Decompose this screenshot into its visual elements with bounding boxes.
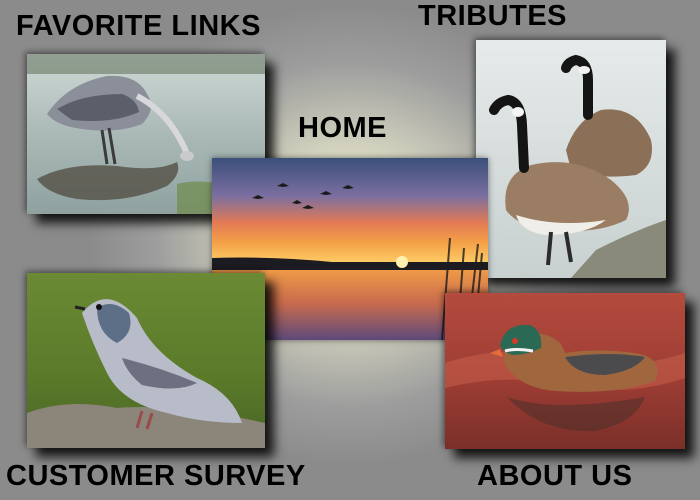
heron-image-link[interactable] (27, 54, 265, 214)
tributes-link[interactable]: TRIBUTES (418, 0, 567, 32)
heron-image (27, 54, 265, 214)
duck-image-link[interactable] (445, 293, 685, 449)
favorite-links-link[interactable]: FAVORITE LINKS (16, 10, 261, 42)
geese-image-link[interactable] (476, 40, 666, 278)
canada-geese-image (476, 40, 666, 278)
pigeon-image (27, 273, 265, 448)
pigeon-image-link[interactable] (27, 273, 265, 448)
customer-survey-link[interactable]: CUSTOMER SURVEY (6, 460, 306, 492)
about-us-link[interactable]: ABOUT US (477, 460, 633, 492)
wood-duck-image (445, 293, 685, 449)
home-link[interactable]: HOME (298, 112, 387, 144)
